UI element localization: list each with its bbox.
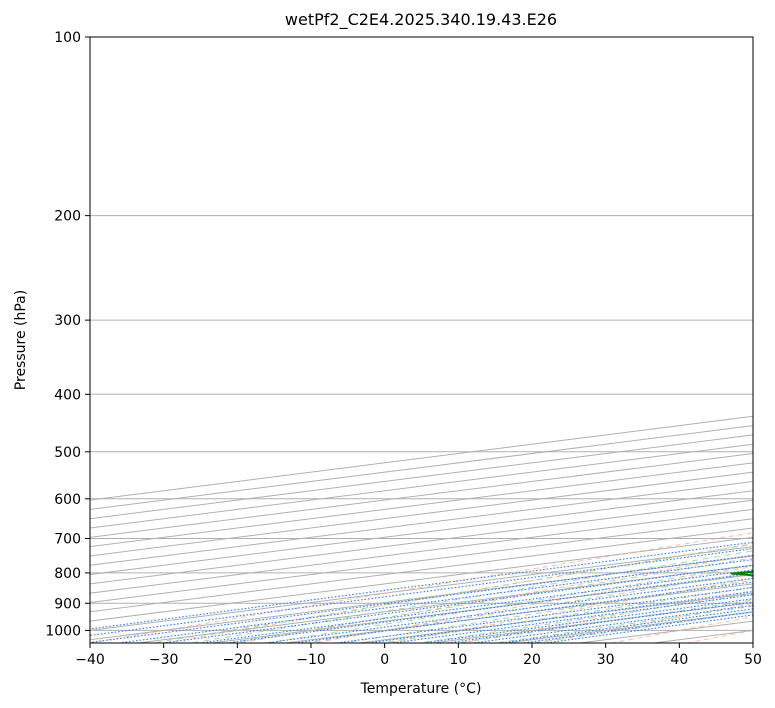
y-tick-label: 400 <box>54 387 81 403</box>
plot-frame <box>89 36 754 644</box>
y-axis-label: Pressure (hPa) <box>13 290 29 390</box>
x-tick-label: 40 <box>670 652 688 668</box>
isotherm-line <box>90 546 753 631</box>
y-tick-label: 600 <box>54 492 81 508</box>
mixing-ratio-line <box>541 614 753 643</box>
x-tick-label: 50 <box>744 652 762 668</box>
x-tick-label: −40 <box>75 652 105 668</box>
y-tick-label: 500 <box>54 445 81 461</box>
isotherm-lines <box>90 415 753 643</box>
isotherm-line <box>90 536 753 622</box>
x-tick-label: 20 <box>523 652 541 668</box>
y-tick-label: 300 <box>54 313 81 329</box>
y-tick-label: 800 <box>54 566 81 582</box>
plot-area: -100-90-80-70-60-50-40-30-20-10010203040… <box>90 37 753 643</box>
x-tick-label: −20 <box>223 652 253 668</box>
moist-adiabat-line <box>378 586 753 643</box>
moist-adiabat-line <box>491 605 753 643</box>
y-axis: 1000 900 800 700 600 500 400 300 200 100 <box>45 30 90 639</box>
mixing-ratio-line <box>195 569 753 643</box>
isotherm-line <box>90 508 753 594</box>
y-tick-label: 1000 <box>45 623 81 639</box>
y-tick-label: 900 <box>54 596 81 612</box>
moist-adiabat-line <box>225 557 753 643</box>
y-tick-label: 100 <box>54 30 81 46</box>
moist-adiabat-lines <box>149 543 753 643</box>
mixing-ratio-line <box>518 611 753 643</box>
x-tick-label: −30 <box>149 652 179 668</box>
x-tick-label: 0 <box>380 652 389 668</box>
moist-adiabat-line <box>301 572 753 643</box>
isotherm-line <box>90 480 753 566</box>
chart-title: wetPf2_C2E4.2025.340.19.43.E26 <box>285 10 557 30</box>
mixing-ratio-line <box>159 564 753 643</box>
isotherm-line <box>90 527 753 613</box>
isotherm-line <box>90 490 753 576</box>
mixing-ratio-line <box>261 577 753 643</box>
isotherm-line <box>90 499 753 585</box>
x-axis-label: Temperature (°C) <box>360 681 482 697</box>
mixing-ratio-line <box>496 608 753 643</box>
x-tick-label: 10 <box>449 652 467 668</box>
y-tick-label: 200 <box>54 209 81 225</box>
moist-adiabat-line <box>453 599 753 643</box>
mixing-ratio-line <box>222 572 753 643</box>
moist-adiabat-line <box>187 550 753 643</box>
mixing-ratio-line <box>290 581 753 643</box>
isotherm-line <box>90 518 753 603</box>
isotherm-line <box>90 471 753 557</box>
y-tick-label: 700 <box>54 532 81 548</box>
x-tick-label: 30 <box>597 652 615 668</box>
x-axis: −40 −30 −20 −10 0 10 20 30 40 50 <box>75 643 762 668</box>
mixing-ratio-lines <box>90 541 753 643</box>
x-tick-label: −10 <box>296 652 326 668</box>
